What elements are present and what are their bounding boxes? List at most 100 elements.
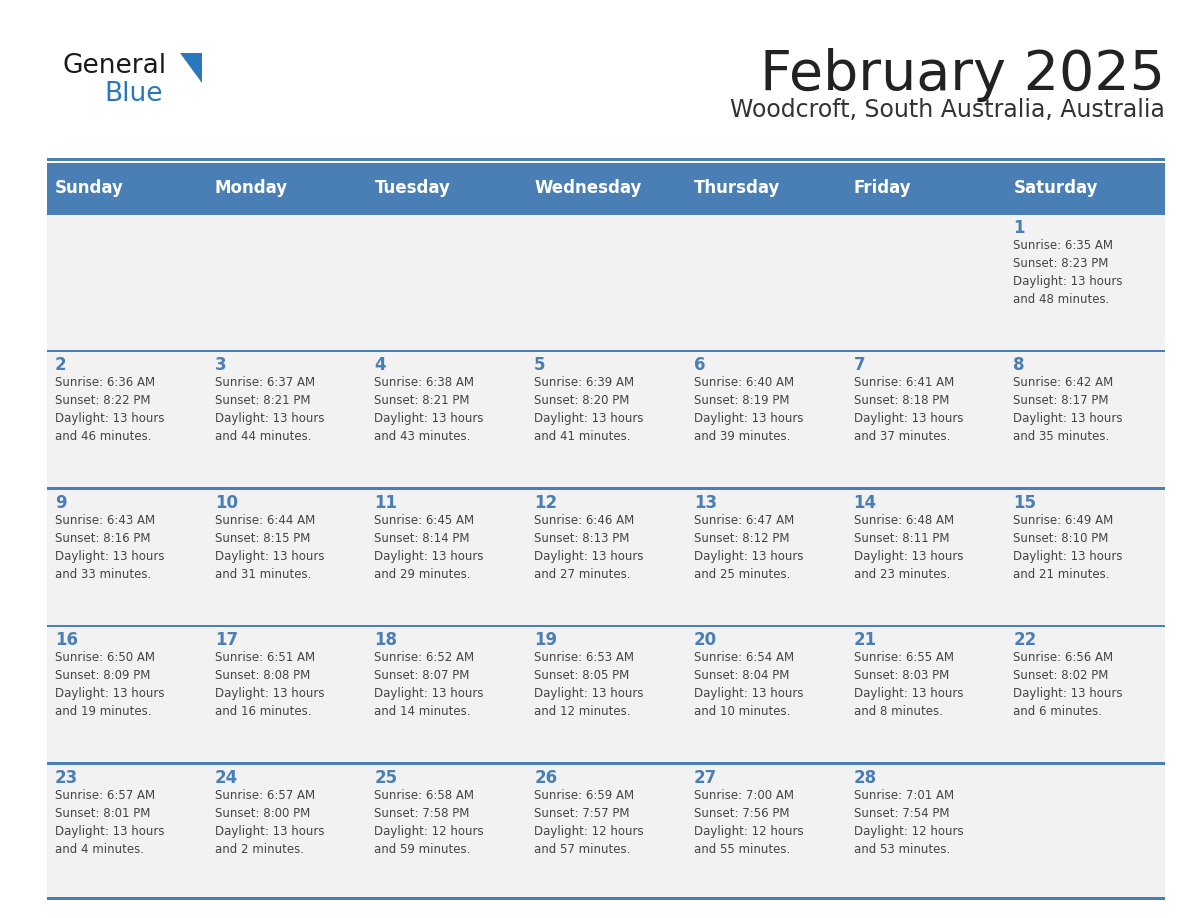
Text: 19: 19: [535, 632, 557, 649]
Bar: [526, 762, 685, 765]
Text: 10: 10: [215, 494, 238, 512]
Bar: [207, 213, 366, 351]
Text: 15: 15: [1013, 494, 1036, 512]
Text: 20: 20: [694, 632, 718, 649]
Text: 2: 2: [55, 356, 67, 375]
Bar: [526, 763, 685, 900]
Bar: [207, 487, 366, 490]
Bar: [526, 625, 685, 763]
Text: 5: 5: [535, 356, 545, 375]
Text: 28: 28: [853, 768, 877, 787]
Bar: [366, 212, 526, 215]
Bar: [366, 762, 526, 765]
Text: Sunrise: 6:54 AM
Sunset: 8:04 PM
Daylight: 13 hours
and 10 minutes.: Sunrise: 6:54 AM Sunset: 8:04 PM Dayligh…: [694, 651, 803, 718]
Bar: [846, 625, 1005, 763]
Bar: [366, 351, 526, 487]
Bar: [366, 625, 526, 627]
Text: Sunrise: 6:53 AM
Sunset: 8:05 PM
Daylight: 13 hours
and 12 minutes.: Sunrise: 6:53 AM Sunset: 8:05 PM Dayligh…: [535, 651, 644, 718]
Text: 7: 7: [853, 356, 865, 375]
Bar: [1005, 213, 1165, 351]
Bar: [685, 487, 846, 625]
Text: Sunrise: 6:35 AM
Sunset: 8:23 PM
Daylight: 13 hours
and 48 minutes.: Sunrise: 6:35 AM Sunset: 8:23 PM Dayligh…: [1013, 239, 1123, 306]
Text: 8: 8: [1013, 356, 1025, 375]
Text: Sunrise: 6:37 AM
Sunset: 8:21 PM
Daylight: 13 hours
and 44 minutes.: Sunrise: 6:37 AM Sunset: 8:21 PM Dayligh…: [215, 376, 324, 443]
Bar: [207, 350, 366, 353]
Text: 9: 9: [55, 494, 67, 512]
Bar: [846, 212, 1005, 215]
Text: Tuesday: Tuesday: [374, 179, 450, 197]
Text: Sunrise: 6:52 AM
Sunset: 8:07 PM
Daylight: 13 hours
and 14 minutes.: Sunrise: 6:52 AM Sunset: 8:07 PM Dayligh…: [374, 651, 484, 718]
Bar: [685, 625, 846, 627]
Bar: [366, 487, 526, 625]
Text: Sunrise: 6:47 AM
Sunset: 8:12 PM
Daylight: 13 hours
and 25 minutes.: Sunrise: 6:47 AM Sunset: 8:12 PM Dayligh…: [694, 514, 803, 581]
Text: February 2025: February 2025: [760, 48, 1165, 102]
Text: 6: 6: [694, 356, 706, 375]
Text: General: General: [62, 53, 166, 79]
Bar: [48, 212, 207, 215]
Text: 21: 21: [853, 632, 877, 649]
Bar: [685, 350, 846, 353]
Bar: [207, 212, 366, 215]
Bar: [207, 625, 366, 627]
Text: Sunrise: 6:42 AM
Sunset: 8:17 PM
Daylight: 13 hours
and 35 minutes.: Sunrise: 6:42 AM Sunset: 8:17 PM Dayligh…: [1013, 376, 1123, 443]
Text: Sunrise: 6:49 AM
Sunset: 8:10 PM
Daylight: 13 hours
and 21 minutes.: Sunrise: 6:49 AM Sunset: 8:10 PM Dayligh…: [1013, 514, 1123, 581]
Text: 14: 14: [853, 494, 877, 512]
Bar: [846, 350, 1005, 353]
Bar: [207, 351, 366, 487]
Bar: [366, 763, 526, 900]
Text: 26: 26: [535, 768, 557, 787]
Text: 18: 18: [374, 632, 398, 649]
Bar: [1005, 625, 1165, 763]
Bar: [1005, 762, 1165, 765]
Bar: [207, 763, 366, 900]
Text: Sunday: Sunday: [55, 179, 124, 197]
Text: 11: 11: [374, 494, 398, 512]
Bar: [526, 351, 685, 487]
Bar: [1005, 763, 1165, 900]
Bar: [48, 625, 207, 627]
Bar: [207, 487, 366, 625]
Bar: [846, 762, 1005, 765]
Bar: [526, 625, 685, 627]
Text: Woodcroft, South Australia, Australia: Woodcroft, South Australia, Australia: [731, 98, 1165, 122]
Bar: [846, 763, 1005, 900]
Bar: [48, 897, 1165, 900]
Text: Friday: Friday: [853, 179, 911, 197]
Text: 12: 12: [535, 494, 557, 512]
Bar: [846, 487, 1005, 625]
Text: Sunrise: 7:01 AM
Sunset: 7:54 PM
Daylight: 12 hours
and 53 minutes.: Sunrise: 7:01 AM Sunset: 7:54 PM Dayligh…: [853, 789, 963, 856]
Bar: [48, 487, 207, 625]
Text: Sunrise: 7:00 AM
Sunset: 7:56 PM
Daylight: 12 hours
and 55 minutes.: Sunrise: 7:00 AM Sunset: 7:56 PM Dayligh…: [694, 789, 803, 856]
Bar: [685, 762, 846, 765]
Bar: [685, 212, 846, 215]
Text: 1: 1: [1013, 219, 1025, 237]
Bar: [366, 213, 526, 351]
Text: Sunrise: 6:41 AM
Sunset: 8:18 PM
Daylight: 13 hours
and 37 minutes.: Sunrise: 6:41 AM Sunset: 8:18 PM Dayligh…: [853, 376, 963, 443]
Text: Sunrise: 6:48 AM
Sunset: 8:11 PM
Daylight: 13 hours
and 23 minutes.: Sunrise: 6:48 AM Sunset: 8:11 PM Dayligh…: [853, 514, 963, 581]
Text: 23: 23: [55, 768, 78, 787]
Text: Sunrise: 6:45 AM
Sunset: 8:14 PM
Daylight: 13 hours
and 29 minutes.: Sunrise: 6:45 AM Sunset: 8:14 PM Dayligh…: [374, 514, 484, 581]
Text: 17: 17: [215, 632, 238, 649]
Bar: [207, 762, 366, 765]
Text: Sunrise: 6:36 AM
Sunset: 8:22 PM
Daylight: 13 hours
and 46 minutes.: Sunrise: 6:36 AM Sunset: 8:22 PM Dayligh…: [55, 376, 164, 443]
Bar: [1005, 625, 1165, 627]
Bar: [366, 487, 526, 490]
Bar: [1005, 351, 1165, 487]
Text: Sunrise: 6:44 AM
Sunset: 8:15 PM
Daylight: 13 hours
and 31 minutes.: Sunrise: 6:44 AM Sunset: 8:15 PM Dayligh…: [215, 514, 324, 581]
Text: Sunrise: 6:56 AM
Sunset: 8:02 PM
Daylight: 13 hours
and 6 minutes.: Sunrise: 6:56 AM Sunset: 8:02 PM Dayligh…: [1013, 651, 1123, 718]
Text: Sunrise: 6:43 AM
Sunset: 8:16 PM
Daylight: 13 hours
and 33 minutes.: Sunrise: 6:43 AM Sunset: 8:16 PM Dayligh…: [55, 514, 164, 581]
Text: Sunrise: 6:51 AM
Sunset: 8:08 PM
Daylight: 13 hours
and 16 minutes.: Sunrise: 6:51 AM Sunset: 8:08 PM Dayligh…: [215, 651, 324, 718]
Bar: [846, 213, 1005, 351]
Text: 4: 4: [374, 356, 386, 375]
Text: Sunrise: 6:58 AM
Sunset: 7:58 PM
Daylight: 12 hours
and 59 minutes.: Sunrise: 6:58 AM Sunset: 7:58 PM Dayligh…: [374, 789, 484, 856]
Bar: [685, 625, 846, 763]
Bar: [48, 763, 207, 900]
Bar: [526, 350, 685, 353]
Bar: [846, 625, 1005, 627]
Text: Sunrise: 6:55 AM
Sunset: 8:03 PM
Daylight: 13 hours
and 8 minutes.: Sunrise: 6:55 AM Sunset: 8:03 PM Dayligh…: [853, 651, 963, 718]
Text: Sunrise: 6:39 AM
Sunset: 8:20 PM
Daylight: 13 hours
and 41 minutes.: Sunrise: 6:39 AM Sunset: 8:20 PM Dayligh…: [535, 376, 644, 443]
Text: Thursday: Thursday: [694, 179, 781, 197]
Bar: [685, 763, 846, 900]
Bar: [685, 213, 846, 351]
Text: 16: 16: [55, 632, 78, 649]
